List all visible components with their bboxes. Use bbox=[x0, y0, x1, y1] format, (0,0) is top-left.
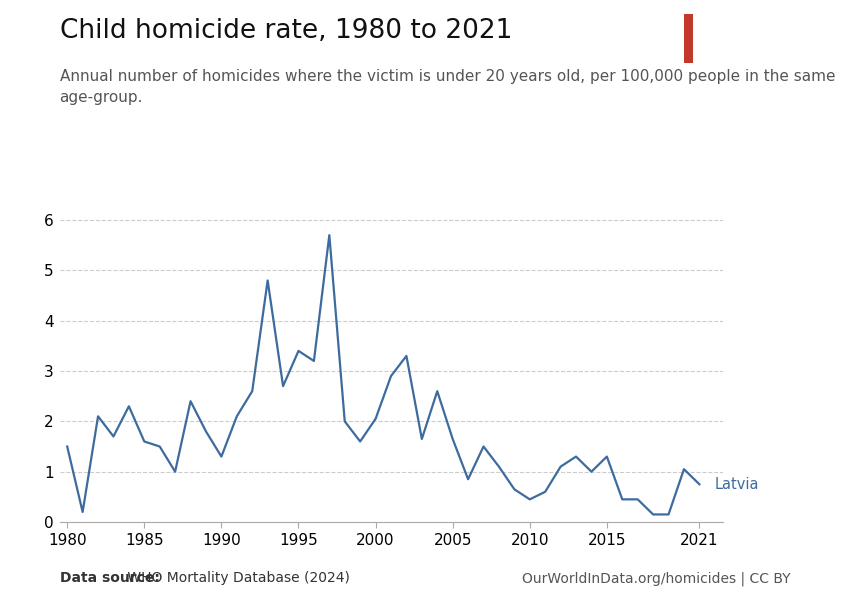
Text: Child homicide rate, 1980 to 2021: Child homicide rate, 1980 to 2021 bbox=[60, 18, 512, 44]
Bar bbox=[684, 14, 694, 63]
Text: Annual number of homicides where the victim is under 20 years old, per 100,000 p: Annual number of homicides where the vic… bbox=[60, 69, 835, 105]
Text: Latvia: Latvia bbox=[715, 477, 759, 492]
Text: OurWorldInData.org/homicides | CC BY: OurWorldInData.org/homicides | CC BY bbox=[522, 571, 790, 586]
Text: Data source:: Data source: bbox=[60, 571, 159, 585]
Text: in Data: in Data bbox=[734, 44, 779, 54]
Text: WHO Mortality Database (2024): WHO Mortality Database (2024) bbox=[123, 571, 350, 585]
Text: Our World: Our World bbox=[725, 26, 788, 36]
